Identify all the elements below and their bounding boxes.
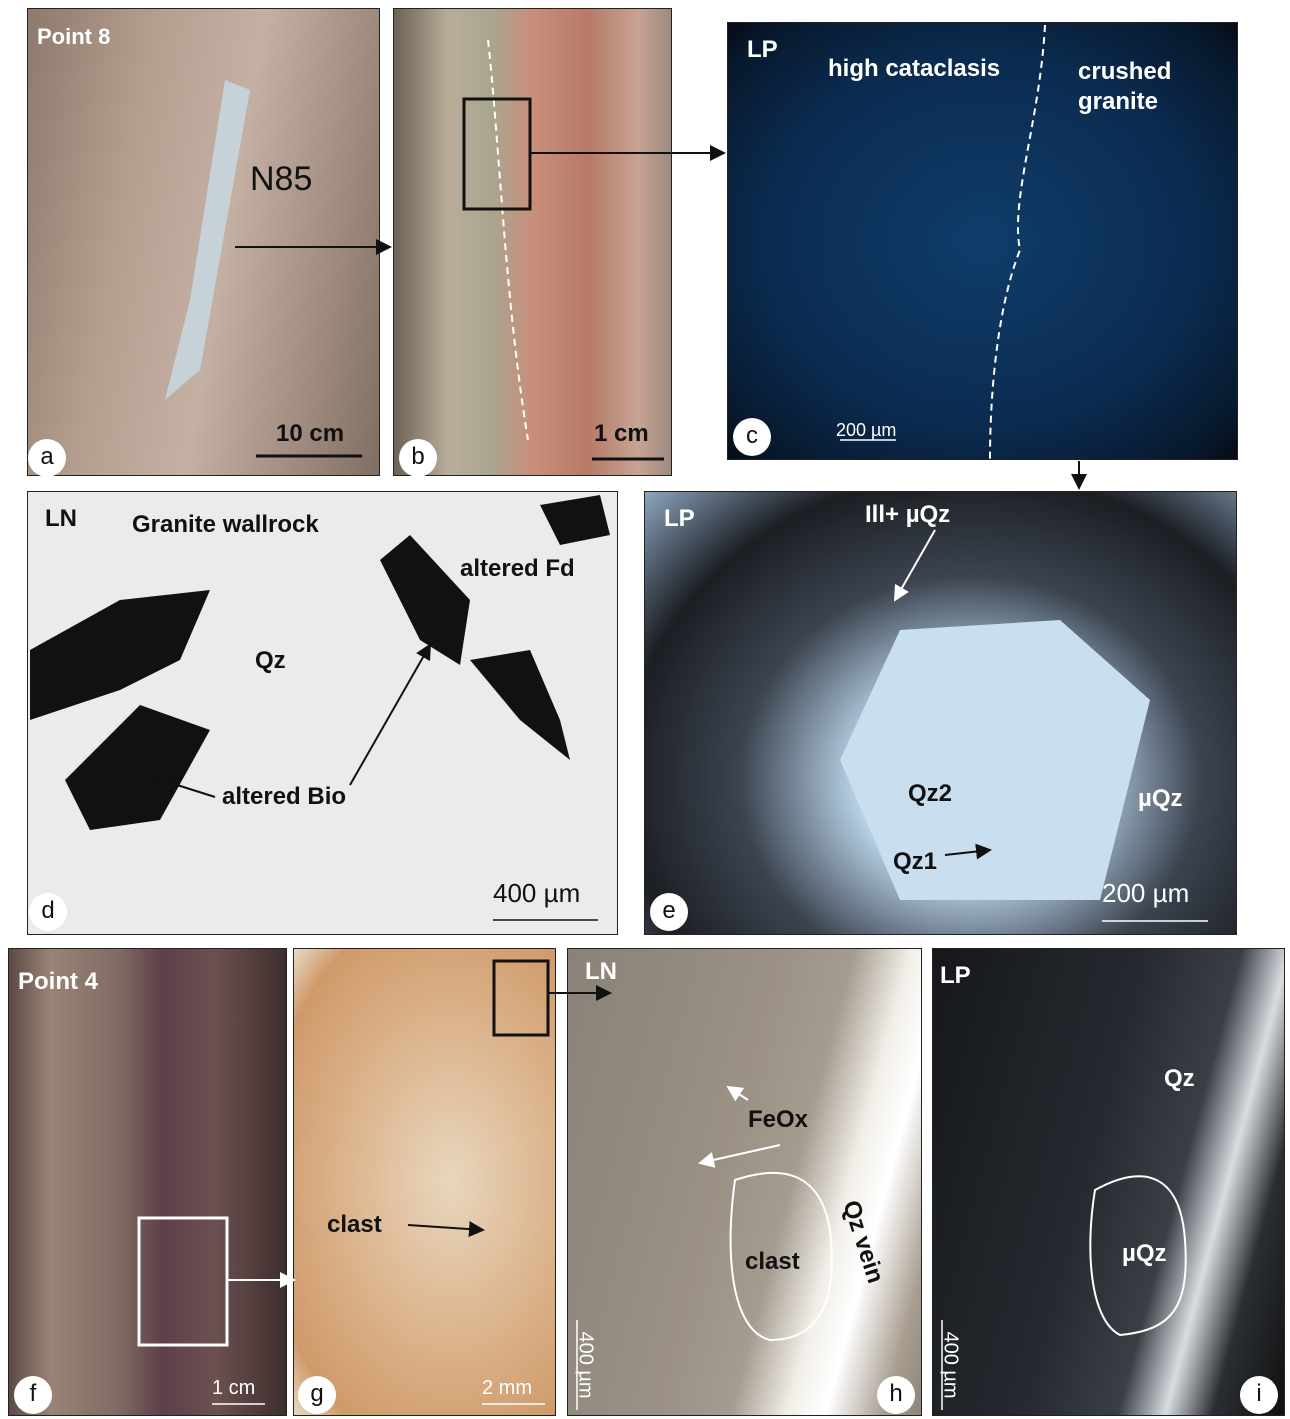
label: altered Fd <box>460 555 575 582</box>
vein <box>165 80 250 400</box>
scale-label: 2 mm <box>482 1377 532 1399</box>
quartz-grain <box>840 620 1150 900</box>
scale-label: 10 cm <box>276 420 345 447</box>
panel-g <box>293 948 556 1416</box>
panel-letter: h <box>877 1376 915 1414</box>
panel-letter: i <box>1240 1376 1278 1414</box>
scale-label: 400 µm <box>493 878 581 908</box>
panel-c <box>727 22 1238 460</box>
label: LP <box>747 36 778 63</box>
label: FeOx <box>748 1106 809 1133</box>
label: LN <box>45 505 77 532</box>
arrows-white <box>227 529 936 1288</box>
label: LN <box>585 958 617 985</box>
label: Ill+ µQz <box>865 501 951 528</box>
scale-label: 400 µm <box>939 1331 962 1399</box>
panel-h <box>567 948 922 1416</box>
zoom-box <box>137 1216 229 1347</box>
panel-i <box>932 948 1285 1416</box>
label: µQz <box>1122 1240 1167 1267</box>
panel-letter: f <box>14 1376 52 1414</box>
label: altered Bio <box>222 783 347 810</box>
scale-label: 1 cm <box>594 420 649 447</box>
label: N85 <box>250 160 313 198</box>
zoom-box <box>462 97 532 211</box>
label: Point 8 <box>37 24 111 49</box>
panel-b <box>393 8 672 476</box>
label: LP <box>664 505 695 532</box>
label: high cataclasis <box>828 55 1001 82</box>
scale-label: 400 µm <box>574 1331 597 1399</box>
panel-letter: e <box>650 893 688 931</box>
panel-letter: a <box>28 439 66 477</box>
label: Point 4 <box>18 968 99 995</box>
scale-bars <box>212 439 1208 1410</box>
panel-letter: d <box>29 893 67 931</box>
label: LP <box>940 962 971 989</box>
panel-letter: g <box>298 1376 336 1414</box>
clast-outline <box>729 1171 833 1342</box>
panel-letter: c <box>733 418 771 456</box>
boundary <box>989 24 1046 461</box>
panel-letter: b <box>399 439 437 477</box>
zoom-box <box>492 959 550 1037</box>
label: crushed granite <box>1078 58 1172 115</box>
label: clast <box>327 1211 382 1238</box>
scale-label: 200 µm <box>836 420 897 440</box>
label: Qz <box>255 647 286 674</box>
label: Qz <box>1164 1065 1195 1092</box>
scale-label: 1 cm <box>212 1377 256 1399</box>
label: Qz2 <box>908 780 953 807</box>
arrows <box>153 145 1087 1238</box>
label: Qz1 <box>893 848 938 875</box>
label: clast <box>745 1248 800 1275</box>
scale-label: 200 µm <box>1102 878 1190 908</box>
clast-outline <box>1089 1175 1187 1337</box>
label: µQz <box>1138 785 1183 812</box>
label: Granite wallrock <box>132 511 319 538</box>
biotite <box>30 495 610 830</box>
panel-f <box>8 948 287 1416</box>
